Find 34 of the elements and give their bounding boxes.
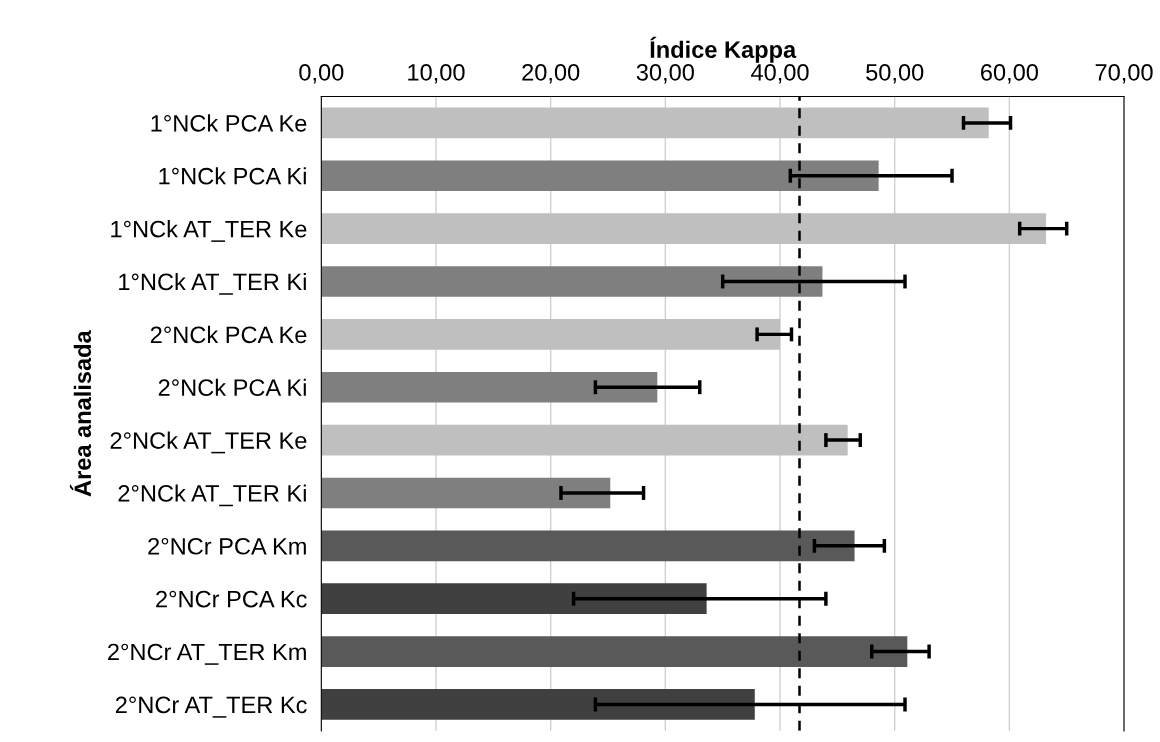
y-tick-label: 2°NCk AT_TER Ki <box>118 484 306 507</box>
y-tick-label: 1°NCk AT_TER Ke <box>111 220 307 242</box>
bar <box>321 319 781 350</box>
bar <box>321 477 611 509</box>
y-tick-label: 2°NCk PCA Ke <box>150 325 307 344</box>
bar <box>321 371 658 403</box>
y-tick-label: 2°NCr AT_TER Kc <box>115 696 307 718</box>
x-tick-label: 30,00 <box>636 63 694 84</box>
bar <box>321 583 707 615</box>
y-tick-label: 2°NCk AT_TER Ke <box>110 431 307 454</box>
bar <box>321 689 755 720</box>
x-tick-label: 0,00 <box>299 63 344 84</box>
bar <box>321 424 848 456</box>
bar <box>321 266 823 297</box>
y-tick-label: 1°NCk PCA Ki <box>159 167 306 185</box>
x-tick-label: 70,00 <box>1095 63 1153 84</box>
x-tick-label: 50,00 <box>866 63 924 84</box>
y-tick-label: 2°NCr PCA Kc <box>156 590 307 608</box>
x-tick-label: 10,00 <box>408 63 465 84</box>
bar <box>321 636 908 667</box>
y-axis-title: Área analisada <box>69 330 92 497</box>
y-tick-label: 2°NCr PCA Km <box>148 537 306 555</box>
x-axis-title: Índice Kappa <box>650 36 797 63</box>
bar <box>321 530 855 562</box>
y-tick-label: 1°NCk AT_TER Ki <box>119 272 306 295</box>
bar <box>321 107 989 139</box>
y-tick-label: 2°NCk PCA Ki <box>158 378 306 397</box>
y-tick-label: 2°NCr AT_TER Km <box>108 643 306 665</box>
x-tick-label: 20,00 <box>522 63 580 84</box>
bar <box>321 160 879 192</box>
x-tick-label: 60,00 <box>981 63 1038 84</box>
x-tick-label: 40,00 <box>751 63 809 84</box>
bar <box>321 213 1047 244</box>
y-tick-label: 1°NCk PCA Ke <box>151 114 307 132</box>
